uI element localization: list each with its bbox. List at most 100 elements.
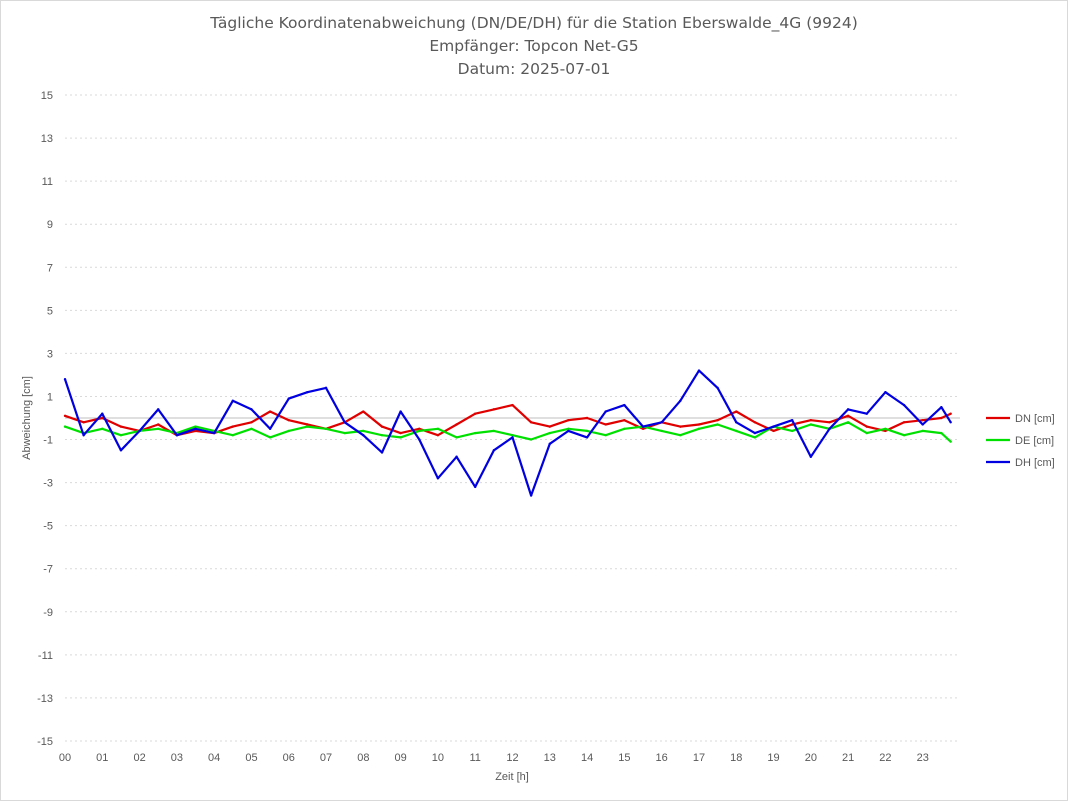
data-point — [949, 412, 952, 415]
data-point — [846, 408, 850, 411]
y-tick-label: -13 — [37, 693, 53, 705]
data-point — [548, 425, 551, 428]
x-tick-label: 17 — [693, 752, 705, 764]
data-point — [604, 423, 607, 426]
data-point — [492, 429, 496, 433]
x-tick-label: 20 — [805, 752, 817, 764]
x-tick-label: 13 — [544, 752, 556, 764]
x-tick-label: 01 — [96, 752, 108, 764]
data-point — [716, 418, 719, 422]
x-tick-label: 03 — [171, 752, 183, 764]
data-point — [604, 434, 607, 437]
x-axis-ticks: 00 01 02 03 04 05 06 07 08 09 10 11 12 13 14 15 16 17 18 19… — [59, 752, 929, 764]
data-point — [828, 427, 831, 430]
data-point — [921, 423, 924, 426]
data-point — [474, 431, 477, 435]
y-tick-label: -3 — [43, 478, 53, 490]
data-point — [697, 423, 701, 426]
data-point — [567, 429, 570, 433]
data-point — [865, 412, 868, 415]
data-point — [194, 429, 197, 433]
data-point — [474, 485, 477, 489]
x-tick-label: 11 — [469, 752, 480, 764]
y-tick-label: 9 — [47, 219, 53, 231]
data-point — [119, 434, 123, 437]
data-point — [735, 421, 738, 424]
data-point — [511, 436, 514, 439]
y-tick-label: -11 — [38, 650, 53, 662]
data-point — [399, 410, 402, 413]
data-point — [529, 494, 533, 497]
data-point — [436, 477, 440, 480]
data-point — [846, 421, 850, 424]
data-point — [548, 431, 551, 435]
data-point — [697, 369, 701, 372]
data-point — [492, 449, 496, 452]
data-point — [623, 427, 626, 430]
data-point — [175, 434, 179, 437]
x-tick-label: 22 — [879, 752, 891, 764]
data-point — [679, 399, 682, 402]
data-point — [809, 418, 813, 422]
x-tick-label: 08 — [357, 752, 369, 764]
x-axis-label: Zeit [h] — [495, 771, 529, 783]
x-tick-label: 12 — [506, 752, 518, 764]
data-point — [716, 386, 719, 390]
y-axis-label: Abweichung [cm] — [21, 376, 33, 460]
data-point — [380, 434, 384, 437]
data-point — [716, 423, 719, 426]
data-point — [641, 427, 645, 430]
data-point — [567, 427, 570, 430]
data-point — [231, 434, 235, 437]
y-tick-label: 5 — [47, 305, 53, 317]
data-point — [949, 440, 952, 443]
data-point — [884, 427, 887, 430]
y-tick-label: -5 — [43, 521, 53, 533]
data-point — [380, 451, 384, 454]
x-tick-label: 16 — [656, 752, 668, 764]
x-tick-label: 05 — [245, 752, 257, 764]
x-tick-label: 04 — [208, 752, 220, 764]
data-point — [119, 449, 123, 452]
data-point — [362, 410, 365, 413]
data-point — [604, 410, 607, 413]
grid-lines — [65, 94, 960, 742]
x-tick-label: 15 — [618, 752, 630, 764]
data-point — [287, 397, 290, 400]
data-point — [194, 427, 197, 430]
data-point — [287, 418, 290, 422]
data-point — [529, 421, 533, 424]
data-point — [735, 410, 738, 413]
data-point — [82, 434, 85, 437]
data-point — [418, 438, 421, 441]
data-point — [306, 390, 309, 394]
data-point — [101, 412, 104, 415]
data-point — [511, 403, 514, 407]
y-tick-label: -9 — [43, 607, 53, 619]
x-tick-label: 09 — [395, 752, 407, 764]
data-point — [362, 434, 365, 437]
x-tick-label: 10 — [432, 752, 444, 764]
x-tick-label: 23 — [917, 752, 929, 764]
data-point — [679, 425, 682, 428]
data-point — [940, 431, 943, 435]
data-point — [529, 438, 533, 441]
data-point — [250, 421, 253, 424]
data-point — [63, 378, 67, 381]
data-point — [865, 431, 868, 435]
data-point — [231, 399, 235, 402]
data-point — [63, 425, 67, 428]
data-point — [790, 418, 794, 422]
legend: DN [cm] DE [cm] DH [cm] — [986, 413, 1055, 469]
data-point — [735, 429, 738, 433]
data-point — [101, 416, 104, 420]
x-tick-label: 14 — [581, 752, 593, 764]
chart-title-line-2: Empfänger: Topcon Net-G5 — [429, 37, 638, 55]
data-point — [753, 436, 757, 439]
data-point — [212, 431, 216, 435]
data-point — [902, 434, 906, 437]
data-point — [324, 386, 328, 390]
